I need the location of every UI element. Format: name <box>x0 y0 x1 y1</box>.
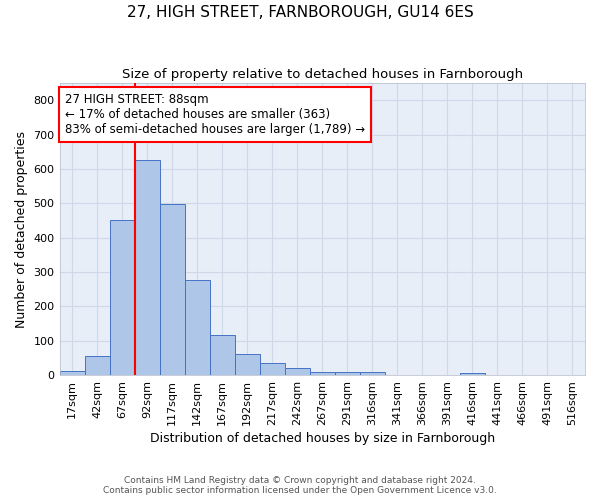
Bar <box>85 356 110 375</box>
Bar <box>360 372 385 375</box>
Bar <box>460 372 485 375</box>
Bar <box>209 334 235 375</box>
X-axis label: Distribution of detached houses by size in Farnborough: Distribution of detached houses by size … <box>150 432 495 445</box>
Bar <box>185 280 209 375</box>
Bar <box>235 354 260 375</box>
Text: 27 HIGH STREET: 88sqm
← 17% of detached houses are smaller (363)
83% of semi-det: 27 HIGH STREET: 88sqm ← 17% of detached … <box>65 94 365 136</box>
Bar <box>134 160 160 375</box>
Y-axis label: Number of detached properties: Number of detached properties <box>15 130 28 328</box>
Bar <box>110 220 134 375</box>
Text: Contains HM Land Registry data © Crown copyright and database right 2024.
Contai: Contains HM Land Registry data © Crown c… <box>103 476 497 495</box>
Text: 27, HIGH STREET, FARNBOROUGH, GU14 6ES: 27, HIGH STREET, FARNBOROUGH, GU14 6ES <box>127 5 473 20</box>
Bar <box>59 371 85 375</box>
Title: Size of property relative to detached houses in Farnborough: Size of property relative to detached ho… <box>122 68 523 80</box>
Bar <box>285 368 310 375</box>
Bar <box>260 363 285 375</box>
Bar <box>310 372 335 375</box>
Bar <box>160 204 185 375</box>
Bar <box>335 372 360 375</box>
